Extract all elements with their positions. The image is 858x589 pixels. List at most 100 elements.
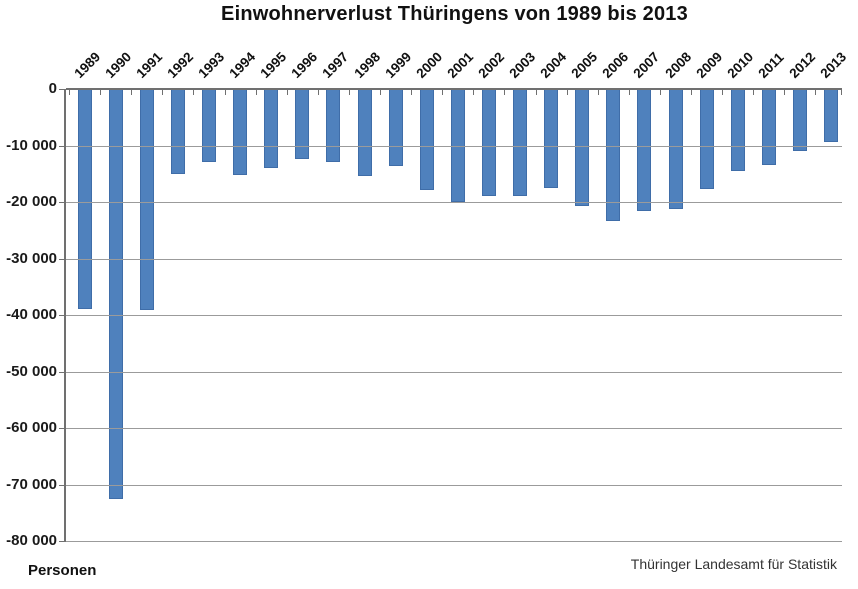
y-axis-tick	[59, 541, 66, 542]
x-axis-tick	[411, 89, 412, 95]
bar-1991	[140, 89, 154, 310]
x-axis-tick	[722, 89, 723, 95]
bar-1998	[358, 89, 372, 176]
x-axis-year-label-2011: 2011	[755, 49, 787, 81]
gridline--50000	[66, 372, 842, 373]
bar-2003	[513, 89, 527, 196]
x-axis-year-label-1991: 1991	[133, 49, 166, 81]
x-axis-year-label-1996: 1996	[288, 49, 321, 81]
bar-1990	[109, 89, 123, 499]
x-axis-year-label-1990: 1990	[102, 49, 135, 81]
x-axis-year-label-2013: 2013	[817, 49, 850, 81]
y-axis-tick-label: -80 000	[6, 532, 57, 549]
x-axis-year-label-2000: 2000	[413, 49, 446, 81]
x-axis-year-label-1999: 1999	[382, 49, 415, 81]
x-axis-tick	[193, 89, 194, 95]
x-axis-tick	[162, 89, 163, 95]
x-axis-zero-line	[66, 88, 842, 90]
x-axis-tick	[380, 89, 381, 95]
y-axis-tick-label: -70 000	[6, 476, 57, 493]
gridline--80000	[66, 541, 842, 542]
x-axis-year-label-1989: 1989	[71, 49, 104, 81]
bar-1992	[171, 89, 185, 174]
y-axis-tick-label: -40 000	[6, 306, 57, 323]
bar-2000	[420, 89, 434, 190]
y-axis-tick	[59, 89, 66, 90]
x-axis-tick	[784, 89, 785, 95]
x-axis-tick	[287, 89, 288, 95]
y-axis-tick-label: 0	[48, 80, 57, 97]
x-axis-tick	[100, 89, 101, 95]
x-axis-year-label-2004: 2004	[537, 49, 570, 81]
gridline--10000	[66, 146, 842, 147]
bar-1997	[326, 89, 340, 162]
x-axis-tick	[69, 89, 70, 95]
bar-2012	[793, 89, 807, 151]
y-axis-tick	[59, 259, 66, 260]
y-axis-unit-label: Personen	[28, 562, 97, 579]
y-axis-tick-label: -30 000	[6, 250, 57, 267]
bar-1995	[264, 89, 278, 168]
x-axis-tick	[691, 89, 692, 95]
x-axis-year-label-2002: 2002	[475, 49, 508, 81]
bar-1999	[389, 89, 403, 166]
x-axis-tick	[598, 89, 599, 95]
gridline--40000	[66, 315, 842, 316]
bar-1994	[233, 89, 247, 175]
bar-2002	[482, 89, 496, 196]
y-axis-tick	[59, 202, 66, 203]
x-axis-tick	[318, 89, 319, 95]
x-axis-year-label-2006: 2006	[599, 49, 632, 81]
x-axis-year-label-1997: 1997	[319, 49, 352, 81]
y-axis-tick	[59, 485, 66, 486]
bar-2004	[544, 89, 558, 188]
x-axis-tick	[442, 89, 443, 95]
chart-title: Einwohnerverlust Thüringens von 1989 bis…	[221, 3, 688, 25]
gridline--70000	[66, 485, 842, 486]
x-axis-year-label-2003: 2003	[506, 49, 539, 81]
gridline--60000	[66, 428, 842, 429]
y-axis-tick	[59, 428, 66, 429]
x-axis-tick	[256, 89, 257, 95]
gridline--30000	[66, 259, 842, 260]
bar-1996	[295, 89, 309, 159]
y-axis-tick	[59, 372, 66, 373]
gridline--20000	[66, 202, 842, 203]
y-axis-tick-label: -20 000	[6, 193, 57, 210]
x-axis-tick	[349, 89, 350, 95]
y-axis-tick-label: -60 000	[6, 419, 57, 436]
x-axis-tick	[753, 89, 754, 95]
bar-1989	[78, 89, 92, 309]
y-axis-tick	[59, 315, 66, 316]
x-axis-tick	[504, 89, 505, 95]
bar-2010	[731, 89, 745, 171]
x-axis-tick	[131, 89, 132, 95]
source-attribution-label: Thüringer Landesamt für Statistik	[630, 556, 837, 572]
bar-2013	[824, 89, 838, 142]
x-axis-year-label-2007: 2007	[630, 49, 663, 81]
x-axis-year-label-2005: 2005	[568, 49, 601, 81]
bar-2007	[637, 89, 651, 211]
bar-2009	[700, 89, 714, 189]
x-axis-year-label-2012: 2012	[786, 49, 819, 81]
bar-2008	[669, 89, 683, 209]
bar-2011	[762, 89, 776, 165]
y-axis-tick-label: -50 000	[6, 363, 57, 380]
x-axis-tick	[225, 89, 226, 95]
bar-1993	[202, 89, 216, 162]
x-axis-tick	[536, 89, 537, 95]
y-axis-tick	[59, 146, 66, 147]
x-axis-tick	[841, 89, 842, 95]
bar-2005	[575, 89, 589, 206]
x-axis-tick	[815, 89, 816, 95]
x-axis-year-label-1994: 1994	[226, 49, 259, 81]
x-axis-year-label-1993: 1993	[195, 49, 228, 81]
x-axis-year-label-1995: 1995	[257, 49, 290, 81]
x-axis-year-label-1992: 1992	[164, 49, 197, 81]
x-axis-year-label-2001: 2001	[444, 49, 477, 81]
y-axis-tick-label: -10 000	[6, 137, 57, 154]
x-axis-tick	[567, 89, 568, 95]
x-axis-year-label-1998: 1998	[351, 49, 384, 81]
x-axis-tick	[473, 89, 474, 95]
